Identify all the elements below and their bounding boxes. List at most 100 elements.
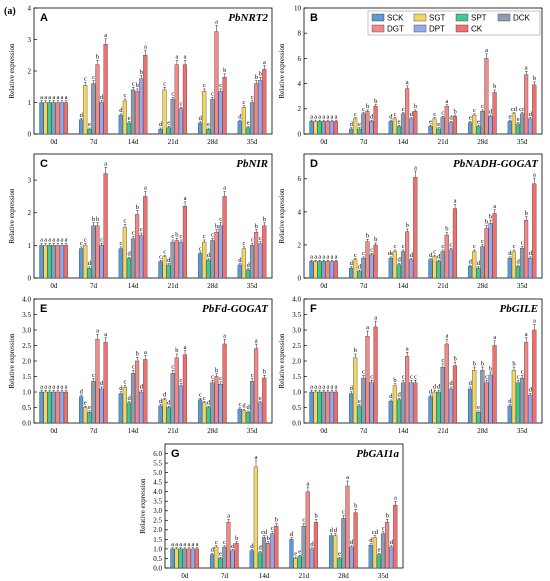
- bar-sck: [170, 548, 175, 569]
- y-tick-label: 1: [28, 242, 32, 250]
- significance-letter: a: [48, 94, 51, 101]
- bar-dgt: [325, 391, 330, 424]
- bar-dgt: [55, 391, 60, 424]
- y-tick-label: 5.0: [153, 469, 162, 477]
- panel-e: 0.0 0.5 1.0 1.5 2.0 2.5 3.0 3.5 4.0 Relative expr…: [8, 295, 273, 435]
- bar-sgt: [511, 113, 516, 135]
- significance-letter: d: [246, 404, 250, 411]
- y-tick-label: 0.0: [22, 419, 31, 427]
- significance-letter: d: [334, 527, 338, 534]
- significance-letter: a: [192, 541, 195, 548]
- bar-dpt: [258, 80, 263, 135]
- y-tick-label: 2.5: [153, 517, 162, 525]
- significance-letter: d: [159, 121, 163, 128]
- bar-sck: [79, 396, 84, 424]
- significance-letter: a: [183, 541, 186, 548]
- bar-spt: [396, 264, 402, 279]
- significance-letter: d: [290, 531, 294, 538]
- significance-letter: c: [92, 74, 95, 81]
- significance-letter: e: [358, 121, 361, 128]
- bar-dpt: [409, 118, 414, 135]
- bar-dpt: [369, 121, 374, 135]
- significance-letter: b: [140, 69, 143, 76]
- bar-ck: [413, 382, 418, 424]
- x-tick-label: 35d: [247, 138, 258, 146]
- bar-sgt: [472, 251, 477, 279]
- y-tick-label: 4: [298, 208, 302, 216]
- bar-ck: [143, 359, 148, 424]
- bar-spt: [297, 556, 302, 569]
- y-tick-label: 4.0: [22, 295, 31, 303]
- significance-letter: b: [512, 360, 515, 367]
- y-tick-label: 1.5: [22, 373, 31, 381]
- significance-letter: d: [211, 547, 215, 554]
- bar-sgt: [122, 227, 127, 279]
- significance-letter: a: [48, 383, 51, 390]
- significance-letter: b: [489, 365, 492, 372]
- significance-letter: a: [61, 94, 64, 101]
- significance-letter: c: [521, 240, 524, 247]
- bar-ck: [262, 69, 267, 135]
- bar-ck: [333, 261, 338, 279]
- legend-swatch-spt: [455, 13, 469, 22]
- significance-letter: d: [100, 380, 104, 387]
- significance-letter: d: [516, 258, 520, 265]
- bar-dgt: [266, 543, 271, 569]
- bar-spt: [337, 558, 342, 569]
- significance-letter: a: [394, 494, 397, 501]
- bar-dpt: [99, 102, 104, 135]
- bar-ck: [262, 225, 267, 279]
- bar-sck: [468, 266, 473, 279]
- significance-letter: a: [223, 332, 226, 339]
- bar-sck: [237, 408, 242, 424]
- bar-sck: [237, 121, 242, 135]
- bar-spt: [396, 399, 402, 424]
- significance-letter: c: [180, 233, 183, 240]
- significance-letter: c: [481, 238, 484, 245]
- bar-sgt: [392, 385, 397, 424]
- bar-sck: [237, 264, 242, 279]
- significance-letter: e: [398, 118, 401, 125]
- significance-letter: d: [397, 257, 401, 264]
- bar-dck: [480, 111, 485, 135]
- bar-ck: [373, 106, 378, 135]
- x-tick-label: 35d: [247, 282, 258, 290]
- bar-dgt: [135, 360, 140, 424]
- bar-dpt: [329, 261, 334, 279]
- significance-letter: d: [350, 385, 354, 392]
- bar-sck: [349, 267, 354, 279]
- significance-letter: e: [508, 113, 511, 120]
- significance-letter: a: [104, 331, 107, 338]
- significance-letter: c: [124, 92, 127, 99]
- bar-dgt: [214, 31, 219, 135]
- bar-sck: [309, 261, 314, 279]
- y-tick-label: 0: [28, 130, 32, 138]
- bar-sgt: [353, 259, 358, 279]
- bar-dck: [249, 102, 255, 135]
- significance-letter: d: [389, 113, 393, 120]
- significance-letter: d: [350, 539, 354, 546]
- significance-letter: a: [179, 541, 182, 548]
- significance-letter: c: [441, 243, 444, 250]
- significance-letter: b: [215, 367, 218, 374]
- bar-spt: [317, 391, 322, 424]
- significance-letter: e: [517, 116, 520, 123]
- bar-dpt: [369, 382, 374, 424]
- bar-dck: [380, 533, 386, 569]
- bar-sck: [428, 259, 433, 279]
- significance-letter: b: [175, 347, 178, 354]
- significance-letter: b: [235, 535, 238, 542]
- bar-sgt: [43, 245, 48, 279]
- significance-letter: c: [441, 110, 444, 117]
- significance-letter: b: [314, 513, 317, 520]
- y-tick-label: 3.0: [153, 507, 162, 515]
- bar-spt: [245, 127, 251, 135]
- bar-sck: [198, 399, 203, 424]
- bar-dck: [249, 380, 255, 424]
- significance-letter: c: [159, 254, 162, 261]
- significance-letter: d: [508, 250, 512, 257]
- significance-letter: d: [469, 258, 473, 265]
- significance-letter: c: [132, 364, 135, 371]
- bar-sck: [79, 248, 84, 279]
